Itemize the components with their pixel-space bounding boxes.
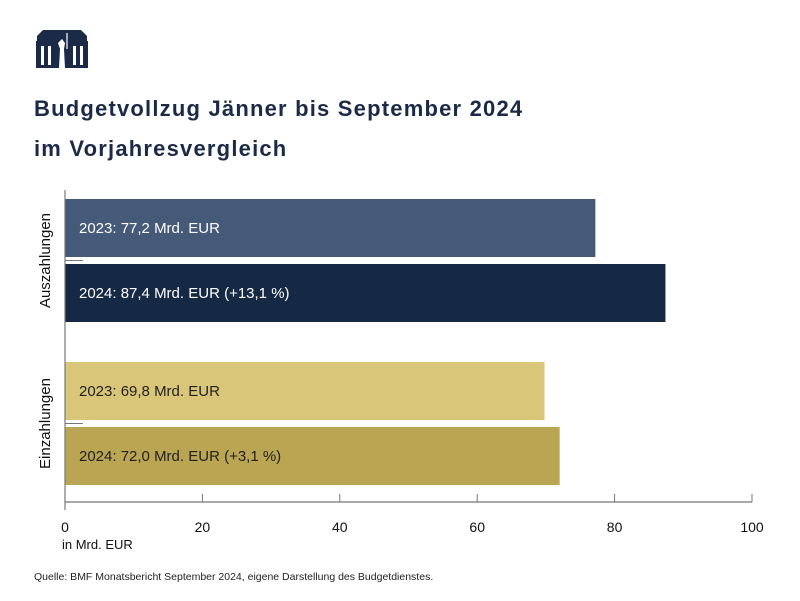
- category-label: Auszahlungen: [37, 213, 54, 308]
- x-tick-label: 60: [469, 519, 485, 535]
- bar-label: 2023: 69,8 Mrd. EUR: [79, 383, 220, 400]
- source-note: Quelle: BMF Monatsbericht September 2024…: [34, 571, 434, 583]
- x-tick-label: 100: [740, 519, 764, 535]
- parliament-logo: [36, 30, 88, 68]
- bar-auszahlungen-2024: [65, 264, 666, 322]
- x-tick-label: 20: [195, 519, 211, 535]
- chart-title: Budgetvollzug Jänner bis September 2024: [34, 96, 524, 121]
- bar-einzahlungen-2024: [65, 427, 560, 485]
- x-tick-label: 0: [61, 519, 69, 535]
- bar-einzahlungen-2023: [65, 362, 545, 420]
- x-axis-label: in Mrd. EUR: [62, 537, 133, 552]
- category-label: Einzahlungen: [37, 378, 54, 469]
- bar-label: 2023: 77,2 Mrd. EUR: [79, 220, 220, 237]
- x-tick-label: 80: [607, 519, 623, 535]
- bar-label: 2024: 72,0 Mrd. EUR (+3,1 %): [79, 448, 281, 465]
- chart-subtitle: im Vorjahresvergleich: [34, 136, 288, 161]
- x-tick-label: 40: [332, 519, 348, 535]
- bar-label: 2024: 87,4 Mrd. EUR (+13,1 %): [79, 285, 290, 302]
- bar-auszahlungen-2023: [65, 199, 596, 257]
